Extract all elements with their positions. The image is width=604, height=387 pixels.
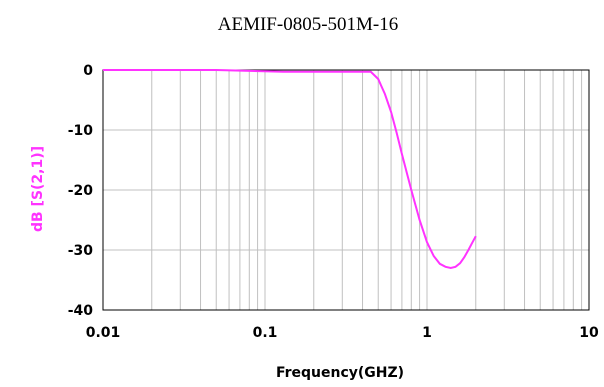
y-tick-label: -30 — [68, 243, 94, 259]
series-line-s21 — [103, 69, 477, 270]
y-tick-label: -20 — [68, 183, 94, 199]
x-tick-label: 1 — [422, 325, 432, 341]
plot-frame — [102, 69, 590, 311]
tick-layer: 0.01 0.1 1 10 0 -10 -20 -30 -40 — [68, 63, 599, 341]
x-tick-label: 0.1 — [253, 325, 278, 341]
x-tick-label: 10 — [579, 325, 599, 341]
y-tick-label: -40 — [68, 303, 94, 319]
chart-title: AEMIF-0805-501M-16 — [218, 14, 399, 35]
grid-layer — [102, 69, 589, 311]
y-tick-label: 0 — [83, 63, 93, 79]
x-axis-label: Frequency(GHZ) — [276, 365, 404, 381]
x-tick-label: 0.01 — [86, 325, 121, 341]
y-axis-label: dB [S(2,1)] — [30, 146, 46, 232]
y-tick-label: -10 — [68, 123, 94, 139]
